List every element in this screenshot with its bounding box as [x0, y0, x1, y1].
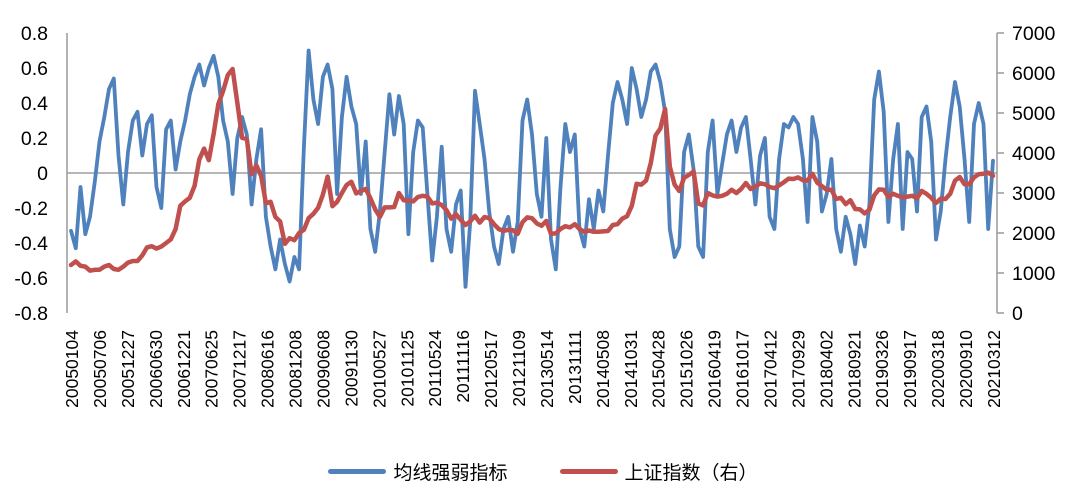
y-axis-left-label: -0.8 — [14, 303, 48, 325]
y-axis-left-label: 0.2 — [21, 128, 48, 150]
x-axis-date-label: 20190326 — [872, 330, 892, 408]
x-axis-date-label: 20150428 — [649, 330, 669, 408]
x-axis-date-label: 20131111 — [565, 330, 585, 404]
y-axis-left-label: 0 — [37, 163, 48, 185]
legend-item-maline-indicator: 均线强弱指标 — [328, 458, 508, 485]
x-axis-date-label: 20170412 — [761, 330, 781, 408]
y-axis-left-label: -0.6 — [14, 268, 48, 290]
x-axis-date-label: 20170929 — [788, 330, 808, 408]
x-axis-date-label: 20110524 — [425, 330, 445, 407]
x-axis-date-label: 20140508 — [593, 330, 613, 408]
x-axis-date-label: 20120517 — [481, 330, 501, 408]
x-axis-date-label: 20090608 — [314, 330, 334, 408]
x-axis-date-label: 20161017 — [733, 330, 753, 408]
x-axis-date-label: 20210312 — [984, 330, 1004, 408]
x-axis-date-label: 20130514 — [537, 330, 557, 408]
x-axis-date-label: 20141031 — [621, 330, 641, 408]
y-axis-left-label: 0.4 — [21, 93, 48, 115]
y-axis-right-label: 3000 — [1012, 183, 1056, 205]
x-axis-date-label: 20070625 — [202, 330, 222, 408]
x-axis-date-label: 20200318 — [928, 330, 948, 408]
y-axis-right-label: 7000 — [1012, 23, 1056, 45]
x-axis-date-label: 20081208 — [286, 330, 306, 408]
legend-label-sse-index: 上证指数（右） — [624, 463, 758, 484]
x-axis-date-label: 20100527 — [369, 330, 389, 408]
y-axis-left-label: 0.6 — [21, 58, 48, 80]
chart-legend: 均线强弱指标 上证指数（右） — [0, 458, 1086, 485]
x-axis-date-label: 20190917 — [900, 330, 920, 408]
legend-line-sample-red — [559, 469, 618, 474]
x-axis-date-label: 20180921 — [844, 330, 864, 408]
x-axis-date-label: 20091130 — [341, 330, 361, 407]
x-axis-date-label: 20180402 — [816, 330, 836, 408]
x-axis-date-label: 20061221 — [174, 330, 194, 408]
y-axis-right-label: 1000 — [1012, 263, 1056, 285]
series-line-sse-index — [68, 66, 996, 273]
x-axis-date-label: 20051227 — [118, 330, 138, 408]
y-axis-right-label: 5000 — [1012, 103, 1056, 125]
y-axis-left-label: 0.8 — [21, 23, 48, 45]
x-axis-date-label: 20050706 — [90, 330, 110, 408]
x-axis-date-label: 20101125 — [397, 330, 417, 407]
x-axis-date-label: 20151026 — [677, 330, 697, 408]
series-line-maline-indicator — [69, 48, 995, 289]
x-axis-date-label: 20160419 — [705, 330, 725, 408]
y-axis-right-label: 6000 — [1012, 63, 1056, 85]
y-axis-right-label: 2000 — [1012, 223, 1056, 245]
x-axis-date-label: 20080616 — [258, 330, 278, 408]
legend-label-maline-indicator: 均线强弱指标 — [393, 463, 508, 484]
x-axis-date-label: 20050104 — [62, 330, 82, 408]
y-axis-right-label: 4000 — [1012, 143, 1056, 165]
y-axis-right-label: 0 — [1012, 303, 1023, 325]
y-axis-left-label: -0.2 — [14, 198, 48, 220]
y-axis-left-label: -0.4 — [14, 233, 48, 255]
x-axis-date-label: 20111116 — [453, 330, 473, 403]
legend-item-sse-index: 上证指数（右） — [559, 458, 758, 485]
legend-line-sample-blue — [328, 469, 387, 474]
x-axis-date-label: 20200910 — [956, 330, 976, 408]
x-axis-date-label: 20071217 — [230, 330, 250, 408]
x-axis-date-label: 20060630 — [146, 330, 166, 408]
x-axis-date-label: 20121109 — [509, 330, 529, 407]
